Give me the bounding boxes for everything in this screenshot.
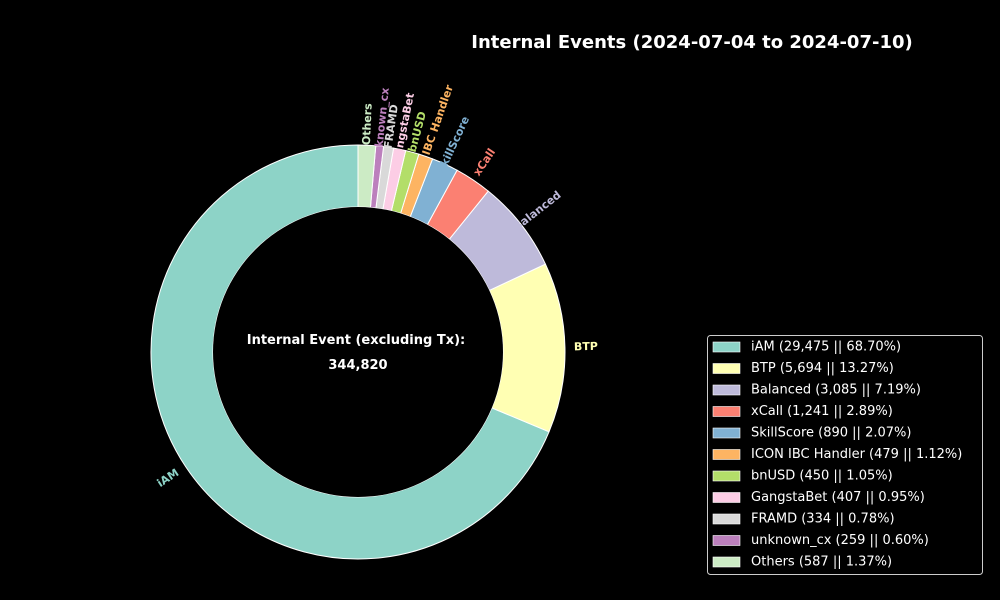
legend-swatch-skillscore [712, 427, 741, 439]
legend-swatch-framd [712, 513, 741, 525]
legend-swatch-balanced [712, 384, 741, 396]
legend-label-xcall: xCall (1,241 || 2.89%) [751, 404, 893, 419]
legend-label-framd: FRAMD (334 || 0.78%) [751, 512, 895, 527]
legend-swatch-gangstabet [712, 492, 741, 503]
legend-label-balanced: Balanced (3,085 || 7.19%) [751, 383, 921, 398]
legend-swatch-xcall [712, 406, 741, 417]
legend-swatch-bnusd [712, 470, 741, 482]
legend-swatch-icon-ibc-handler [712, 449, 741, 460]
legend-label-others: Others (587 || 1.37%) [751, 555, 892, 570]
center-value: 344,820 [328, 358, 387, 373]
legend-label-unknown-cx: unknown_cx (259 || 0.60%) [751, 533, 929, 548]
center-label: Internal Event (excluding Tx): [247, 333, 466, 348]
legend-swatch-iam [712, 341, 741, 353]
slice-iam [150, 144, 550, 560]
legend-label-skillscore: SkillScore (890 || 2.07%) [751, 426, 911, 441]
legend-label-iam: iAM (29,475 || 68.70%) [751, 340, 901, 355]
slice-label-btp: BTP [574, 340, 598, 354]
donut-hole [213, 207, 503, 497]
legend-label-gangstabet: GangstaBet (407 || 0.95%) [751, 490, 925, 505]
legend-swatch-unknown-cx [712, 535, 741, 546]
slice-label-framd: FRAMD [381, 103, 400, 149]
legend-label-icon-ibc-handler: ICON IBC Handler (479 || 1.12%) [751, 447, 962, 462]
legend: iAM (29,475 || 68.70%) BTP (5,694 || 13.2… [707, 335, 983, 575]
legend-label-bnusd: bnUSD (450 || 1.05%) [751, 469, 893, 484]
slice-label-balanced: Balanced [511, 188, 564, 233]
slice-label-others: Others [360, 103, 375, 146]
legend-frame [707, 335, 983, 575]
slice-label-xcall: xCall [471, 146, 499, 178]
legend-swatch-btp [712, 363, 741, 374]
slice-label-iam: iAM [155, 466, 182, 490]
legend-swatch-others [712, 556, 741, 568]
chart-title: Internal Events (2024-07-04 to 2024-07-1… [471, 32, 912, 53]
legend-label-btp: BTP (5,694 || 13.27%) [751, 361, 894, 376]
